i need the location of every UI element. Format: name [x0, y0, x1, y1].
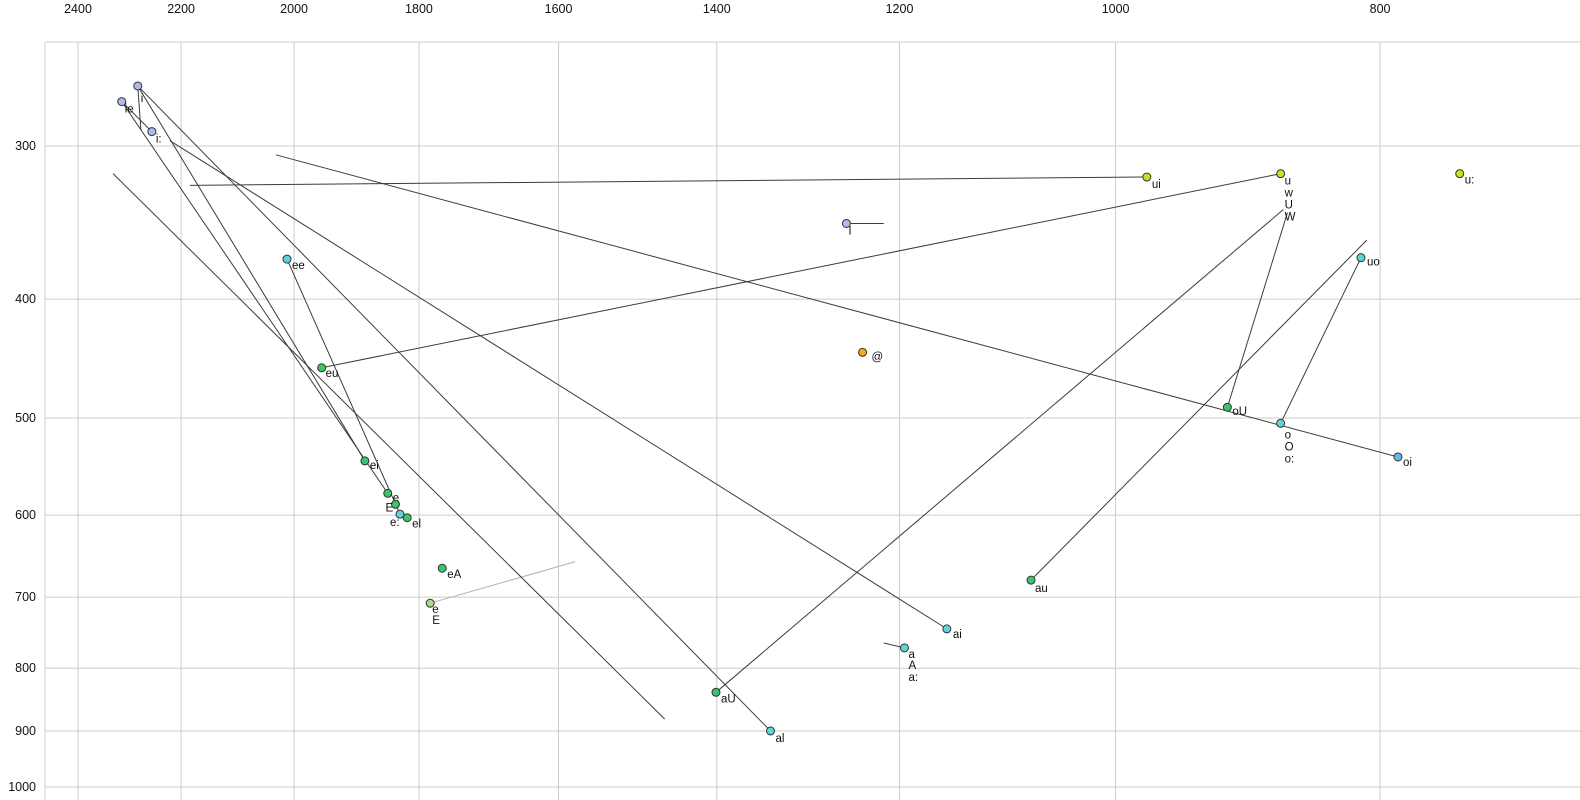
data-point[interactable]: [390, 499, 400, 509]
data-point[interactable]: [1455, 169, 1465, 179]
trajectory-line: [1226, 212, 1288, 408]
data-point[interactable]: [383, 488, 393, 498]
data-point-label: eA: [447, 569, 461, 581]
extra-point-label: O: [1285, 441, 1294, 453]
data-point[interactable]: [841, 218, 851, 228]
data-point-label: oi: [1403, 457, 1412, 469]
data-point-label: e:: [390, 517, 400, 529]
trajectory-line: [275, 154, 1399, 458]
y-axis-tick-label: 700: [15, 590, 36, 604]
data-point[interactable]: [899, 643, 909, 653]
x-axis-tick-label: 800: [1370, 2, 1391, 16]
data-point[interactable]: [1393, 452, 1403, 462]
data-point[interactable]: [437, 563, 447, 573]
data-point-label: ei: [370, 460, 379, 472]
x-axis-tick-label: 1200: [886, 2, 914, 16]
x-axis-tick-label: 2200: [167, 2, 195, 16]
y-axis-tick-label: 900: [15, 724, 36, 738]
extra-point-label: w: [1284, 188, 1294, 200]
data-point[interactable]: [1142, 172, 1152, 182]
data-point[interactable]: [147, 127, 157, 137]
trajectory-line: [430, 561, 576, 604]
trajectory-line: [121, 101, 153, 132]
extra-point-label: A: [908, 660, 916, 672]
data-point[interactable]: [1356, 253, 1366, 263]
data-point[interactable]: [425, 598, 435, 608]
data-point-label: al: [775, 733, 784, 745]
data-point[interactable]: [360, 456, 370, 466]
data-point[interactable]: [282, 254, 292, 264]
data-point[interactable]: [1026, 575, 1036, 585]
data-point-label: ui: [1152, 179, 1161, 191]
trajectory-line: [137, 85, 771, 732]
trajectory-line: [1030, 239, 1368, 581]
extra-point-label: a:: [908, 672, 918, 684]
data-point-label: oU: [1232, 406, 1247, 418]
data-point-label: @: [872, 351, 884, 363]
y-axis-tick-label: 800: [15, 661, 36, 675]
extra-point-label: o:: [1285, 453, 1295, 465]
data-point[interactable]: [711, 687, 721, 697]
data-point-label: o: [1285, 429, 1291, 441]
data-point-label: aU: [721, 693, 736, 705]
data-point-label: I: [848, 225, 851, 237]
y-axis-tick-label: 500: [15, 411, 36, 425]
data-point-label: i:: [156, 134, 162, 146]
data-point[interactable]: [942, 624, 952, 634]
data-point-label: u:: [1465, 175, 1475, 187]
trajectory-line: [112, 173, 665, 720]
x-axis-tick-label: 2000: [280, 2, 308, 16]
y-axis-tick-label: 600: [15, 508, 36, 522]
x-axis-tick-label: 1600: [545, 2, 573, 16]
data-point-label: el: [412, 519, 421, 531]
data-point[interactable]: [858, 347, 868, 357]
x-axis-tick-label: 2400: [64, 2, 92, 16]
data-point-label: e: [393, 492, 399, 504]
extra-point-label: U: [1285, 200, 1293, 212]
data-point-label: ee: [292, 260, 305, 272]
data-point-label: au: [1035, 583, 1048, 595]
trajectory-line: [137, 85, 142, 130]
data-point-label: eu: [326, 368, 339, 380]
data-point-label: a: [908, 649, 915, 661]
data-point[interactable]: [1222, 402, 1232, 412]
trajectory-line: [169, 140, 948, 630]
data-point-label: ai: [953, 629, 962, 641]
x-axis-tick-label: 1000: [1102, 2, 1130, 16]
trajectory-line: [189, 176, 1147, 186]
data-point-label: i: [141, 93, 144, 105]
data-point[interactable]: [317, 363, 327, 373]
trajectory-line: [321, 173, 1281, 369]
trajectory-line: [137, 85, 366, 462]
trajectory-line: [121, 101, 389, 494]
data-point-label: E: [385, 502, 393, 514]
y-axis-tick-label: 1000: [8, 780, 36, 794]
data-point-label: e: [432, 604, 438, 616]
data-point-label: uo: [1367, 257, 1380, 269]
data-point[interactable]: [765, 726, 775, 736]
data-point-label: ie: [125, 104, 134, 116]
data-point[interactable]: [1276, 418, 1286, 428]
extra-point-label: W: [1285, 212, 1296, 224]
data-point-label: u: [1285, 176, 1291, 188]
y-axis-tick-label: 400: [15, 292, 36, 306]
trajectory-line: [1280, 257, 1362, 424]
data-point[interactable]: [1276, 169, 1286, 179]
extra-point-label: E: [432, 615, 440, 627]
x-axis-tick-label: 1800: [405, 2, 433, 16]
data-point[interactable]: [117, 97, 127, 107]
trajectory-line: [286, 258, 401, 515]
data-point[interactable]: [402, 513, 412, 523]
y-axis-tick-label: 300: [15, 139, 36, 153]
data-point[interactable]: [133, 81, 143, 91]
x-axis-tick-label: 1400: [703, 2, 731, 16]
data-point[interactable]: [395, 509, 405, 519]
trajectory-line: [715, 209, 1284, 693]
